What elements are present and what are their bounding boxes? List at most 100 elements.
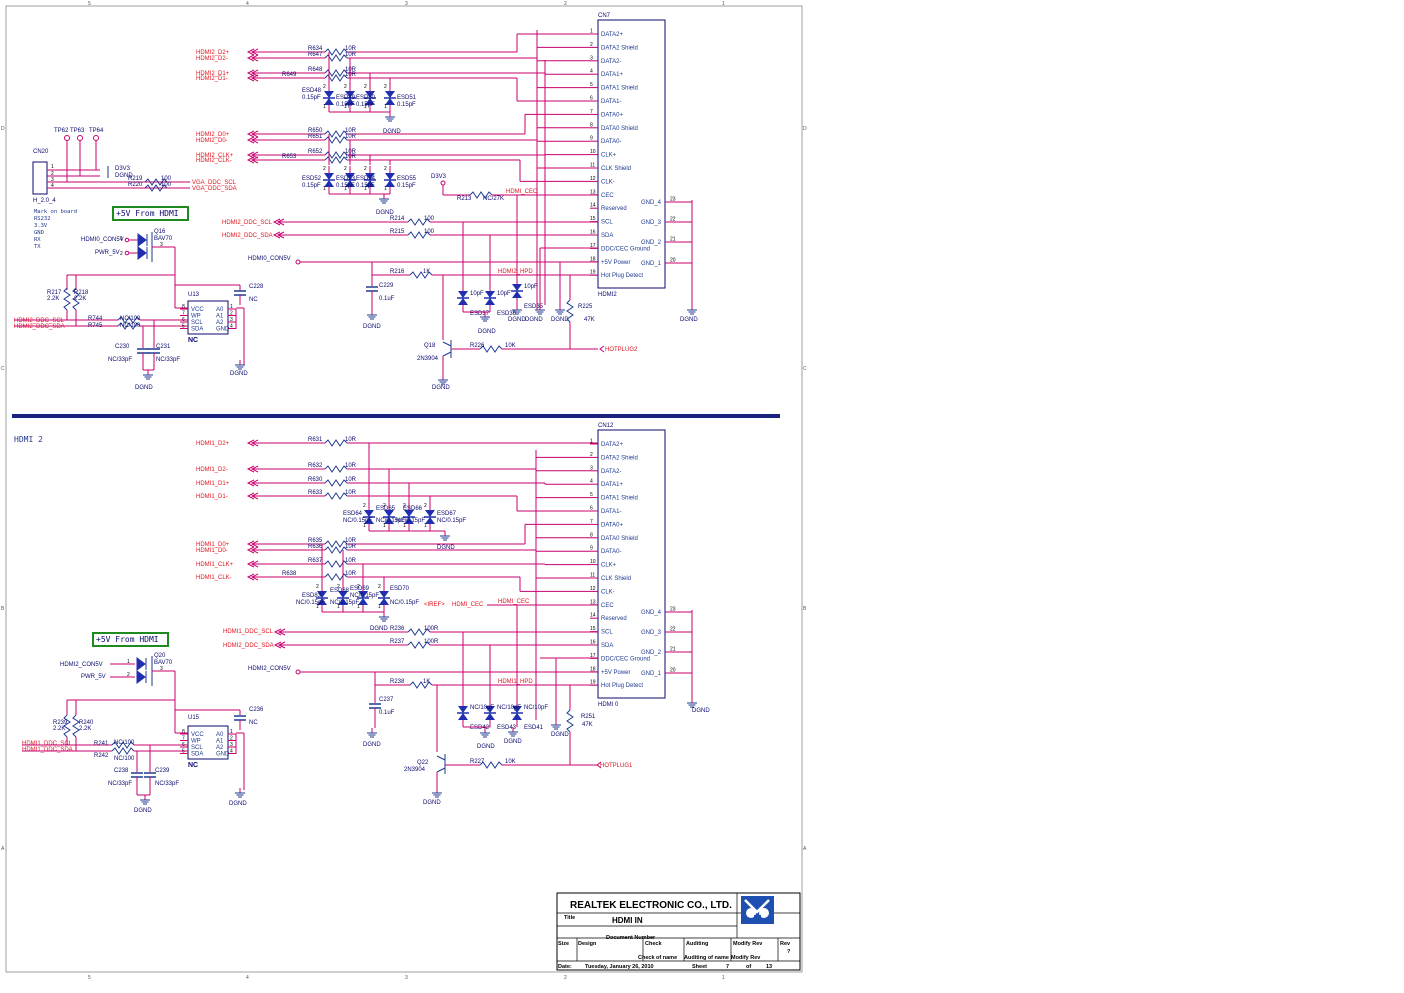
svg-text:1: 1 xyxy=(384,104,387,110)
pin-number: 16 xyxy=(590,640,596,646)
cn20-pins: 1 2 3 4 D3V3 DGND R219 R220 100 100 VGA_… xyxy=(47,140,237,192)
bottom-section: HDMI 2 CN12 HDMI 0 1 DATA2+ 2 DATA2 Shield 3… xyxy=(14,423,710,814)
svg-text:CN12: CN12 xyxy=(598,423,614,429)
svg-text:C231: C231 xyxy=(156,344,171,350)
svg-text:ESD51: ESD51 xyxy=(397,95,417,101)
svg-text:BAV70: BAV70 xyxy=(154,660,173,666)
pin-name: DATA2- xyxy=(601,59,621,65)
ic-pin-name: GND xyxy=(216,752,230,758)
pin-number: 15 xyxy=(590,216,596,222)
pin-name: DATA2- xyxy=(601,469,621,475)
pin-number: 7 xyxy=(590,109,593,115)
svg-text:DGND: DGND xyxy=(376,210,394,216)
resistor-value: 10R xyxy=(345,72,357,78)
svg-text:NC/33pF: NC/33pF xyxy=(155,781,179,787)
svg-text:2: 2 xyxy=(378,584,381,590)
svg-text:ESD68: ESD68 xyxy=(330,588,350,594)
zone-col-marker: 2 xyxy=(564,1,567,7)
pin-number: 18 xyxy=(590,666,596,672)
svg-text:DGND: DGND xyxy=(230,371,248,377)
pin-name: CLK Shield xyxy=(601,166,631,172)
svg-text:DGND: DGND xyxy=(383,129,401,135)
resistor-value: 10R xyxy=(345,477,357,483)
pin-name: GND_4 xyxy=(641,200,662,206)
svg-text:NC/33pF: NC/33pF xyxy=(108,357,132,363)
pin-name: SCL xyxy=(601,630,613,636)
svg-text:R226: R226 xyxy=(470,343,485,349)
svg-text:3: 3 xyxy=(160,242,163,248)
pin-name: GND_2 xyxy=(641,650,662,656)
svg-text:R214: R214 xyxy=(390,216,405,222)
resistor-ref: R649 xyxy=(282,72,297,78)
svg-text:R236: R236 xyxy=(390,626,405,632)
pin-name: DATA0+ xyxy=(601,522,623,528)
pin-number: 8 xyxy=(590,532,593,538)
ic-pin-name: GND xyxy=(216,327,230,333)
svg-text:BAV70: BAV70 xyxy=(154,236,173,242)
svg-text:10pF: 10pF xyxy=(470,291,484,297)
svg-text:Check of name: Check of name xyxy=(638,955,677,961)
r219-val: 100 xyxy=(161,176,172,182)
section-divider xyxy=(12,414,780,418)
svg-text:Auditing: Auditing xyxy=(686,941,708,947)
net-label: HDMI1_D1- xyxy=(196,494,228,500)
resistor-value: 10R xyxy=(345,46,357,52)
ic-pin-name: A0 xyxy=(216,307,224,313)
pin-name: Reserved xyxy=(601,206,627,212)
svg-text:NC/100: NC/100 xyxy=(120,323,141,329)
svg-text:2: 2 xyxy=(230,311,233,317)
pin-name: Reserved xyxy=(601,616,627,622)
pin-name: DATA2 Shield xyxy=(601,45,638,51)
zone-col-marker: 3 xyxy=(405,975,408,981)
ic-pin-name: A1 xyxy=(216,314,224,320)
svg-text:1: 1 xyxy=(51,164,54,170)
svg-text:DGND: DGND xyxy=(229,801,247,807)
ic-pin-name: SDA xyxy=(191,752,203,758)
cn20-dgnd: DGND xyxy=(115,173,133,179)
svg-text:NC/100: NC/100 xyxy=(114,756,135,762)
pin-name: CLK Shield xyxy=(601,576,631,582)
vga-ddc-scl-net: VGA_DDC_SCL xyxy=(192,180,237,186)
svg-text:Q22: Q22 xyxy=(417,760,429,766)
pin-number: 12 xyxy=(590,176,596,182)
svg-text:3: 3 xyxy=(230,742,233,748)
pin-number: 2 xyxy=(590,42,593,48)
zone-col-marker: 1 xyxy=(722,1,725,7)
svg-text:NC/100: NC/100 xyxy=(120,316,141,322)
svg-text:C236: C236 xyxy=(249,707,264,713)
svg-text:10pF: 10pF xyxy=(524,284,538,290)
svg-text:R237: R237 xyxy=(390,639,405,645)
svg-text:0.1uF: 0.1uF xyxy=(379,710,395,716)
svg-text:R225: R225 xyxy=(578,304,593,310)
pin-number: 21 xyxy=(670,647,676,653)
svg-text:HDMI_CEC: HDMI_CEC xyxy=(498,599,530,605)
pin-name: SDA xyxy=(601,643,613,649)
svg-text:U13: U13 xyxy=(188,292,200,298)
svg-text:10K: 10K xyxy=(505,343,516,349)
pin-name: GND_2 xyxy=(641,240,662,246)
svg-text:HDMI1_DDC_SCL: HDMI1_DDC_SCL xyxy=(223,629,274,635)
svg-text:ESD42: ESD42 xyxy=(470,725,490,731)
pin-name: DATA1+ xyxy=(601,72,623,78)
svg-text:Date:: Date: xyxy=(558,964,572,970)
svg-text:100: 100 xyxy=(424,216,435,222)
ic-pin-name: SCL xyxy=(191,745,203,751)
pin-name: DDC/CEC Ground xyxy=(601,246,650,252)
svg-text:C230: C230 xyxy=(115,344,130,350)
zone-col-marker: 5 xyxy=(88,1,91,7)
net-label: HDMI1_D1+ xyxy=(196,481,230,487)
top-ddc-right: HDMI2_DDC_SCL HDMI2_DDC_SDA R214 100 R21… xyxy=(222,174,638,391)
zone-col-marker: 5 xyxy=(88,975,91,981)
pin-number: 6 xyxy=(590,96,593,102)
svg-text:ESD69: ESD69 xyxy=(350,586,370,592)
r220-val: 100 xyxy=(161,182,172,188)
net-label: HDMI2_D0- xyxy=(196,138,228,144)
zone-row-marker: C xyxy=(1,366,5,372)
svg-text:100R: 100R xyxy=(424,626,439,632)
zone-row-marker: D xyxy=(803,126,807,132)
svg-text:HDMI2_DDC_SDA: HDMI2_DDC_SDA xyxy=(223,643,274,649)
resistor-ref: R652 xyxy=(308,149,323,155)
r220-ref: R220 xyxy=(128,182,143,188)
pin-name: +5V Power xyxy=(601,670,631,676)
